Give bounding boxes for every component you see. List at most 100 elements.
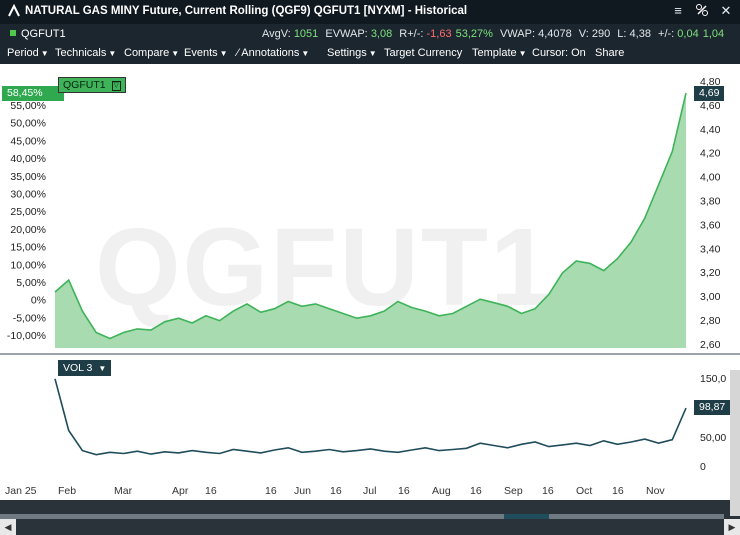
- right-axis-tick-label: 3,40: [700, 243, 721, 255]
- time-axis-tick-label: 16: [612, 485, 624, 497]
- net-change-label: +/-:: [658, 28, 675, 40]
- time-axis-tick-label: 16: [330, 485, 342, 497]
- current-pct-tag: 58,45%: [2, 86, 64, 101]
- symbol-label: QGFUT1: [10, 28, 66, 40]
- main-series-legend[interactable]: QGFUT1 ▽: [58, 77, 126, 93]
- volume-axis-tick-label: 150,0: [700, 373, 726, 385]
- volume-legend-label: VOL 3: [63, 362, 93, 374]
- left-axis-tick-label: 40,00%: [10, 153, 46, 165]
- left-axis-tick-label: 30,00%: [10, 189, 46, 201]
- left-axis-tick-label: 55,00%: [10, 100, 46, 112]
- share-button[interactable]: Share: [595, 47, 625, 59]
- volume-axis-tick-label: 0: [700, 461, 706, 473]
- target-currency-button[interactable]: Target Currency: [384, 47, 463, 59]
- settings-menu[interactable]: Settings ▼: [327, 47, 377, 59]
- pencil-icon: ⁄: [237, 47, 242, 59]
- volume-axis: 150,0100,050,000: [700, 373, 726, 473]
- time-axis-tick-label: Sep: [504, 485, 523, 497]
- time-axis-tick-label: Aug: [432, 485, 451, 497]
- menu-icon[interactable]: ≡: [674, 3, 682, 18]
- right-axis-tick-label: 3,60: [700, 219, 721, 231]
- time-axis-tick-label: Apr: [172, 485, 189, 497]
- last-value: 4,38: [629, 28, 651, 40]
- events-menu[interactable]: Events ▼: [184, 47, 228, 59]
- volume-value: 290: [591, 28, 611, 40]
- chevron-down-icon: ▼: [518, 49, 527, 58]
- compare-menu[interactable]: Compare ▼: [124, 47, 180, 59]
- right-axis-tick-label: 4,80: [700, 76, 721, 88]
- current-price-tag: 4,69: [694, 86, 725, 101]
- chevron-down-icon: ▼: [219, 49, 228, 58]
- evwap-label: EVWAP:: [325, 28, 368, 40]
- right-axis-tick-label: 3,80: [700, 196, 721, 208]
- volume-legend[interactable]: VOL 3 ▼: [58, 360, 112, 376]
- scroll-left-icon[interactable]: ◀: [0, 519, 16, 535]
- right-axis-tick-label: 4,40: [700, 124, 721, 136]
- technicals-menu[interactable]: Technicals ▼: [55, 47, 117, 59]
- scroll-track[interactable]: [0, 514, 724, 519]
- time-axis-tick-label: Nov: [646, 485, 665, 497]
- range-change-pct: 53,27%: [455, 28, 493, 40]
- time-axis-tick-label: 16: [542, 485, 554, 497]
- volume-chart-pane[interactable]: 150,0100,050,000 VOL 3 ▼ 98,87: [0, 355, 740, 480]
- chevron-down-icon[interactable]: ▽: [111, 81, 121, 91]
- time-axis-tick-label: Oct: [576, 485, 592, 497]
- left-axis-tick-label: 50,00%: [10, 118, 46, 130]
- time-axis-tick-label: Mar: [114, 485, 133, 497]
- right-axis-tick-label: 4,60: [700, 100, 721, 112]
- time-axis-tick-label: Jun: [294, 485, 311, 497]
- left-axis-tick-label: 35,00%: [10, 171, 46, 183]
- quote-stats: AvgV: 1051 EVWAP: 3,08 R+/-: -1,63 53,27%…: [262, 28, 728, 40]
- range-change-value: -1,63: [426, 28, 452, 40]
- right-axis-tick-label: 4,20: [700, 148, 721, 160]
- avgv-label: AvgV:: [262, 28, 291, 40]
- main-series-legend-label: QGFUT1: [63, 79, 106, 91]
- volume-label: V:: [578, 28, 589, 40]
- left-axis-tick-label: 20,00%: [10, 224, 46, 236]
- range-change-label: R+/-:: [399, 28, 424, 40]
- horizontal-scrollbar[interactable]: ◀ ▶: [0, 500, 740, 535]
- close-icon[interactable]: ✕: [720, 3, 732, 18]
- vwap-value: 4,4078: [538, 28, 572, 40]
- right-axis-tick-label: 3,20: [700, 267, 721, 279]
- chevron-down-icon: ▼: [368, 49, 377, 58]
- price-chart-pane[interactable]: QGFUT1 55,00% 50,00% 45,00% 40,00% 35,00% 30,…: [0, 64, 740, 354]
- right-axis-tick-label: 2,80: [700, 315, 721, 327]
- evwap-value: 3,08: [370, 28, 393, 40]
- left-axis-tick-label: 5,00%: [16, 277, 46, 289]
- scroll-right-icon[interactable]: ▶: [724, 519, 740, 535]
- chevron-down-icon: ▼: [171, 49, 180, 58]
- unlink-icon[interactable]: [694, 3, 710, 19]
- volume-axis-tick-label: 50,00: [700, 432, 726, 444]
- left-axis-tick-label: -5,00%: [13, 312, 46, 324]
- current-volume-tag: 98,87: [694, 400, 731, 415]
- pane-divider-handle[interactable]: [0, 353, 740, 355]
- chart-toolbar: Period ▼ Technicals ▼ Compare ▼ Events ▼ ⁄ A…: [0, 44, 740, 64]
- scroll-thumb[interactable]: [504, 514, 549, 519]
- vertical-scrollbar[interactable]: [730, 370, 740, 516]
- cursor-toggle[interactable]: Cursor: On: [532, 47, 586, 59]
- chevron-down-icon[interactable]: ▼: [98, 364, 107, 373]
- volume-line: [54, 378, 687, 456]
- chevron-down-icon: ▼: [40, 49, 49, 58]
- annotations-menu[interactable]: ⁄ Annotations ▼: [237, 47, 310, 59]
- left-axis-tick-label: -10,00%: [7, 330, 46, 342]
- avgv-value: 1051: [293, 28, 319, 40]
- window-title: NATURAL GAS MINY Future, Current Rolling…: [25, 5, 468, 17]
- window-logo-icon: [6, 3, 22, 20]
- price-area: [55, 93, 686, 348]
- right-price-axis: 4,80 4,60 4,40 4,20 4,00 3,80 3,60 3,40 3,20 3,00…: [700, 76, 721, 351]
- net-change-pct: 1,04: [702, 28, 725, 40]
- template-menu[interactable]: Template ▼: [472, 47, 527, 59]
- left-axis-tick-label: 0%: [31, 295, 46, 307]
- time-axis-tick-label: 16: [398, 485, 410, 497]
- vwap-label: VWAP:: [499, 28, 536, 40]
- time-axis-tick-label: 16: [470, 485, 482, 497]
- series-color-swatch: [10, 30, 16, 36]
- period-menu[interactable]: Period ▼: [7, 47, 49, 59]
- left-axis-tick-label: 15,00%: [10, 242, 46, 254]
- left-axis-tick-label: 10,00%: [10, 259, 46, 271]
- price-chart[interactable]: 55,00% 50,00% 45,00% 40,00% 35,00% 30,00% 25,0…: [0, 64, 740, 354]
- right-axis-tick-label: 3,00: [700, 291, 721, 303]
- time-axis-tick-label: 16: [265, 485, 277, 497]
